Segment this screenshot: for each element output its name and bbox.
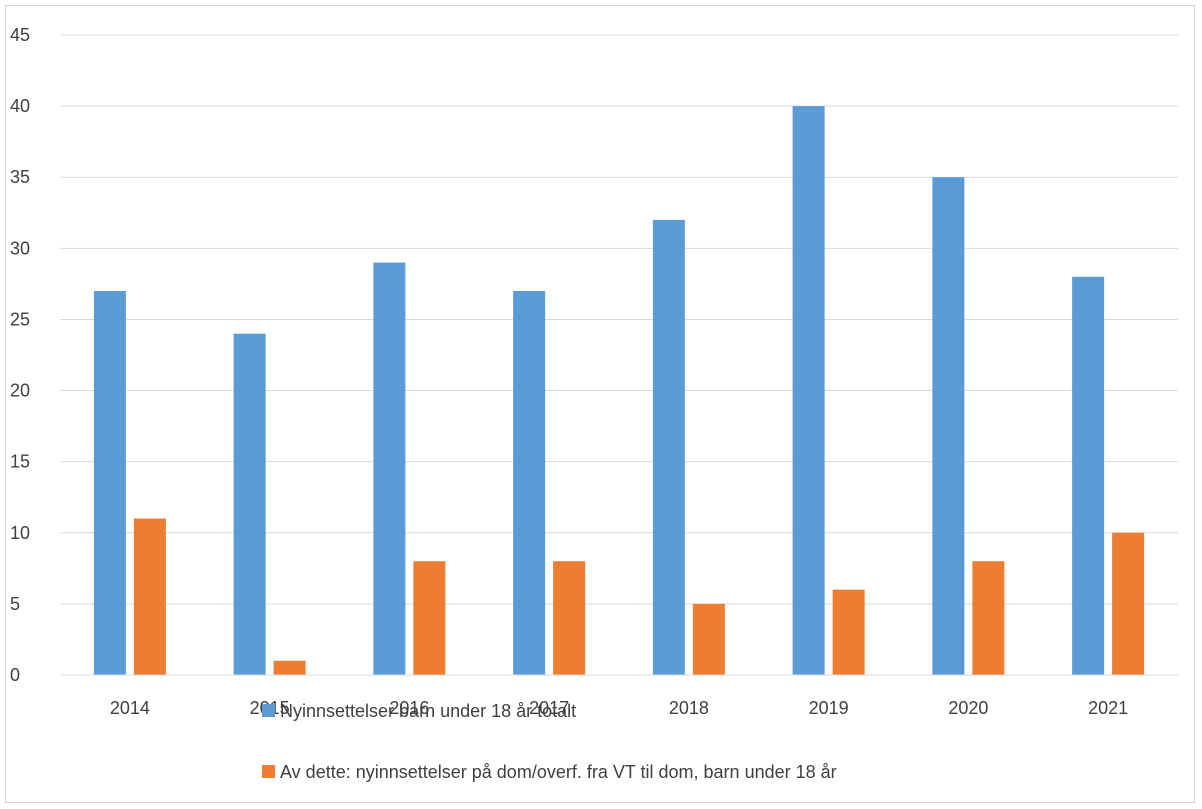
legend-label-dom: Av dette: nyinnsettelser på dom/overf. f… <box>280 762 837 782</box>
bar-total-2018 <box>652 219 685 675</box>
y-tick-label: 40 <box>10 96 30 116</box>
bar-total-2016 <box>373 262 406 675</box>
y-tick-label: 45 <box>10 25 30 45</box>
bar-total-2021 <box>1072 276 1105 675</box>
y-tick-label: 15 <box>10 452 30 472</box>
legend-label-total: Nyinnsettelser barn under 18 år totalt <box>280 701 576 721</box>
x-tick-label: 2020 <box>948 698 988 718</box>
y-tick-label: 25 <box>10 309 30 329</box>
bar-dom-2020 <box>972 561 1005 675</box>
bar-dom-2016 <box>413 561 446 675</box>
y-tick-label: 5 <box>10 594 20 614</box>
gridlines <box>60 34 1178 605</box>
y-tick-label: 35 <box>10 167 30 187</box>
bar-total-2017 <box>513 291 546 675</box>
x-tick-label: 2021 <box>1088 698 1128 718</box>
legend-item-dom: Av dette: nyinnsettelser på dom/overf. f… <box>262 762 837 782</box>
bars <box>93 106 1145 676</box>
x-tick-label: 2014 <box>110 698 150 718</box>
legend-swatch-dom <box>262 765 275 778</box>
y-tick-label: 30 <box>10 238 30 258</box>
y-tick-label: 20 <box>10 381 30 401</box>
legend-item-total: Nyinnsettelser barn under 18 år totalt <box>262 701 576 721</box>
x-tick-label: 2019 <box>809 698 849 718</box>
bar-dom-2017 <box>553 561 586 675</box>
legend: Nyinnsettelser barn under 18 år totalt A… <box>262 701 837 782</box>
x-tick-label: 2018 <box>669 698 709 718</box>
bar-total-2015 <box>233 333 266 675</box>
bar-total-2020 <box>932 177 965 675</box>
x-tick-label: 2016 <box>389 698 429 718</box>
bar-dom-2019 <box>832 589 865 675</box>
bar-total-2014 <box>93 291 126 675</box>
x-tick-label: 2017 <box>529 698 569 718</box>
y-tick-label: 10 <box>10 523 30 543</box>
bar-dom-2021 <box>1112 532 1145 675</box>
x-axis-ticks: 20142015201620172018201920202021 <box>110 698 1128 718</box>
legend-swatch-total <box>262 704 275 717</box>
bar-dom-2018 <box>692 603 725 675</box>
bar-dom-2015 <box>273 660 306 675</box>
bar-dom-2014 <box>133 518 166 675</box>
bar-total-2019 <box>792 106 825 676</box>
y-axis-ticks: 0 5 10 15 20 25 30 35 40 45 <box>10 25 30 685</box>
y-tick-label: 0 <box>10 665 20 685</box>
